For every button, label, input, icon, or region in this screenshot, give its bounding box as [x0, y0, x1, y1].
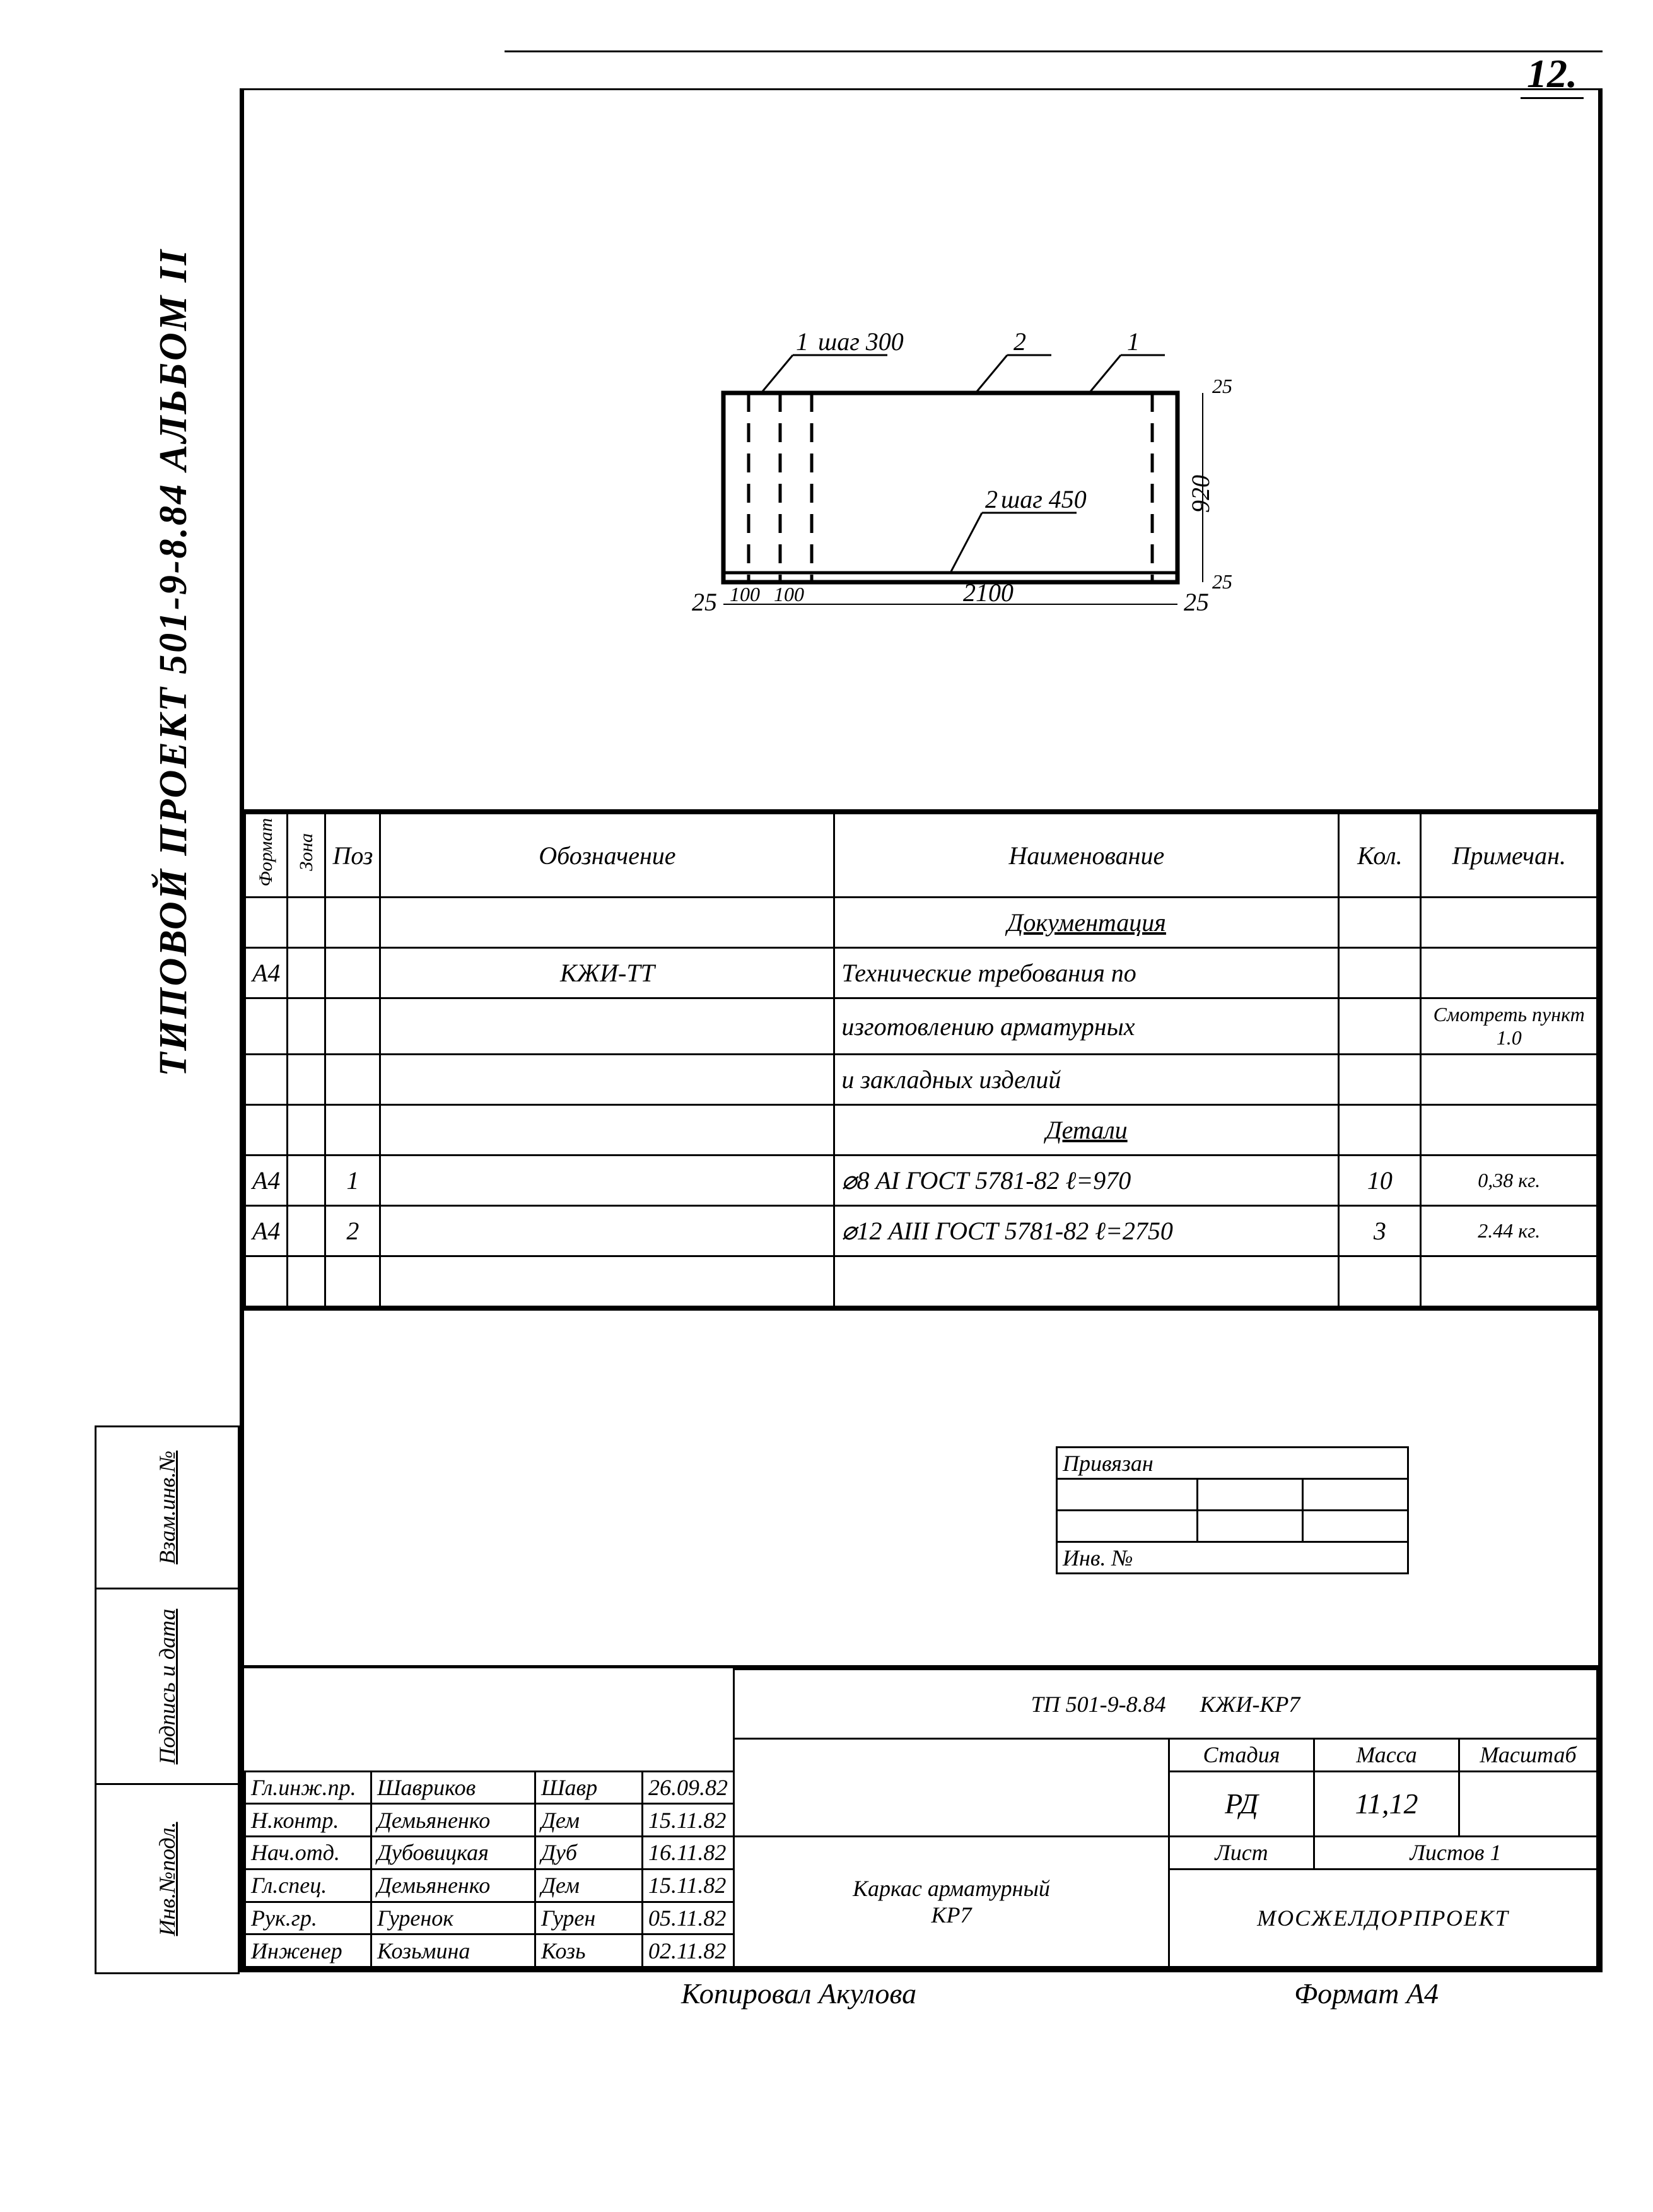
role-2: Нач.отд.: [245, 1837, 371, 1870]
priv-inv: Инв. №: [1057, 1542, 1408, 1574]
name-4: Гуренок: [371, 1902, 535, 1934]
date-1: 15.11.82: [643, 1804, 734, 1837]
specification-table: Формат Зона Поз Обозначение Наименование…: [244, 809, 1598, 1311]
name-5: Козьмина: [371, 1934, 535, 1967]
col-pos: Поз: [325, 814, 380, 898]
col-format: Формат: [255, 818, 277, 886]
table-row: изготовлению арматурныхСмотреть пункт 1.…: [245, 998, 1598, 1055]
col-zone: Зона: [296, 833, 317, 871]
table-row: А41⌀8 АI ГОСТ 5781-82 ℓ=970100,38 кг.: [245, 1156, 1598, 1206]
sig-4: Гурен: [535, 1902, 643, 1934]
binding-stamp: Привязан Инв. №: [1056, 1446, 1409, 1574]
date-2: 16.11.82: [643, 1837, 734, 1870]
date-3: 15.11.82: [643, 1869, 734, 1902]
table-row: и закладных изделий: [245, 1055, 1598, 1105]
date-4: 05.11.82: [643, 1902, 734, 1934]
name-0: Шавриков: [371, 1771, 535, 1804]
dim-25r: 25: [1184, 588, 1209, 616]
organization: МОСЖЕЛДОРПРОЕКТ: [1169, 1869, 1598, 1967]
vertical-title: ТИПОВОЙ ПРОЕКТ 501-9-8.84 АЛЬБОМ II: [151, 126, 196, 1198]
side-label-3: Инв.№подл.: [154, 1822, 180, 1936]
role-0: Гл.инж.пр.: [245, 1771, 371, 1804]
stage: РД: [1169, 1771, 1314, 1836]
table-row: А4КЖИ-ТТТехнические требования по: [245, 948, 1598, 998]
col-qty: Кол.: [1339, 814, 1421, 898]
date-0: 26.09.82: [643, 1771, 734, 1804]
side-label-2: Подпись и дата: [154, 1608, 180, 1764]
table-header-row: Формат Зона Поз Обозначение Наименование…: [245, 814, 1598, 898]
table-row: Документация: [245, 898, 1598, 948]
table-row: Детали: [245, 1105, 1598, 1156]
dim-25b: 25: [1212, 570, 1232, 593]
role-1: Н.контр.: [245, 1804, 371, 1837]
top-rule: [505, 50, 1603, 52]
step1-label: шаг 300: [818, 327, 904, 356]
dim-920: 920: [1186, 475, 1215, 513]
page: 12. ТИПОВОЙ ПРОЕКТ 501-9-8.84 АЛЬБОМ II …: [25, 25, 1628, 2187]
role-5: Инженер: [245, 1934, 371, 1967]
dim-100b: 100: [774, 583, 804, 606]
name-1: Демьяненко: [371, 1804, 535, 1837]
scale-header: Масштаб: [1459, 1739, 1598, 1772]
scale: [1459, 1771, 1598, 1836]
sheets-header: Листов 1: [1314, 1837, 1598, 1870]
date-5: 02.11.82: [643, 1934, 734, 1967]
callout-2: 2: [1013, 327, 1026, 356]
col-note: Примечан.: [1421, 814, 1598, 898]
side-label-1: Взам.инв.№: [154, 1451, 180, 1564]
table-row: А42⌀12 АIII ГОСТ 5781-82 ℓ=275032.44 кг.: [245, 1206, 1598, 1256]
mass: 11,12: [1314, 1771, 1459, 1836]
col-designation: Обозначение: [380, 814, 834, 898]
side-stamp: Взам.инв.№ Подпись и дата Инв.№подл.: [95, 1425, 240, 1972]
rebar-cage-drawing: 1 шаг 300 2 1 2 шаг 450 25 100 100 2100: [686, 355, 1253, 620]
callout-1b: 1: [1127, 327, 1140, 356]
col-name: Наименование: [834, 814, 1339, 898]
doc-code: КЖИ-КР7: [1200, 1692, 1300, 1717]
sig-3: Дем: [535, 1869, 643, 1902]
name-2: Дубовицкая: [371, 1837, 535, 1870]
drawing-svg: 1 шаг 300 2 1 2 шаг 450 25 100 100 2100: [686, 355, 1253, 620]
sig-5: Козь: [535, 1934, 643, 1967]
title-block: ТП 501-9-8.84 КЖИ-КР7 Стадия Масса Масшт…: [244, 1665, 1598, 1968]
role-3: Гл.спец.: [245, 1869, 371, 1902]
drawing-title: Каркас арматурный КР7: [734, 1837, 1169, 1967]
sig-1: Дем: [535, 1804, 643, 1837]
role-4: Рук.гр.: [245, 1902, 371, 1934]
priv-title: Привязан: [1057, 1448, 1408, 1479]
sig-2: Дуб: [535, 1837, 643, 1870]
project-code: ТП 501-9-8.84: [1031, 1692, 1166, 1717]
stage-header: Стадия: [1169, 1739, 1314, 1772]
step2-label: шаг 450: [1001, 485, 1087, 513]
callout-2b: 2: [985, 485, 998, 513]
drawing-frame: 1 шаг 300 2 1 2 шаг 450 25 100 100 2100: [240, 88, 1603, 1972]
paper-format: Формат А4: [1294, 1977, 1439, 2010]
sig-0: Шавр: [535, 1771, 643, 1804]
table-row: [245, 1256, 1598, 1307]
callout-1a: 1: [796, 327, 809, 356]
name-3: Демьяненко: [371, 1869, 535, 1902]
dim-25l: 25: [692, 588, 717, 616]
copied-by: Копировал Акулова: [681, 1977, 916, 2010]
mass-header: Масса: [1314, 1739, 1459, 1772]
dim-100a: 100: [730, 583, 760, 606]
dim-25t: 25: [1212, 375, 1232, 397]
page-footer: Копировал Акулова Формат А4: [240, 1977, 1603, 2010]
sheet-header: Лист: [1169, 1837, 1314, 1870]
dim-2100: 2100: [963, 578, 1013, 607]
